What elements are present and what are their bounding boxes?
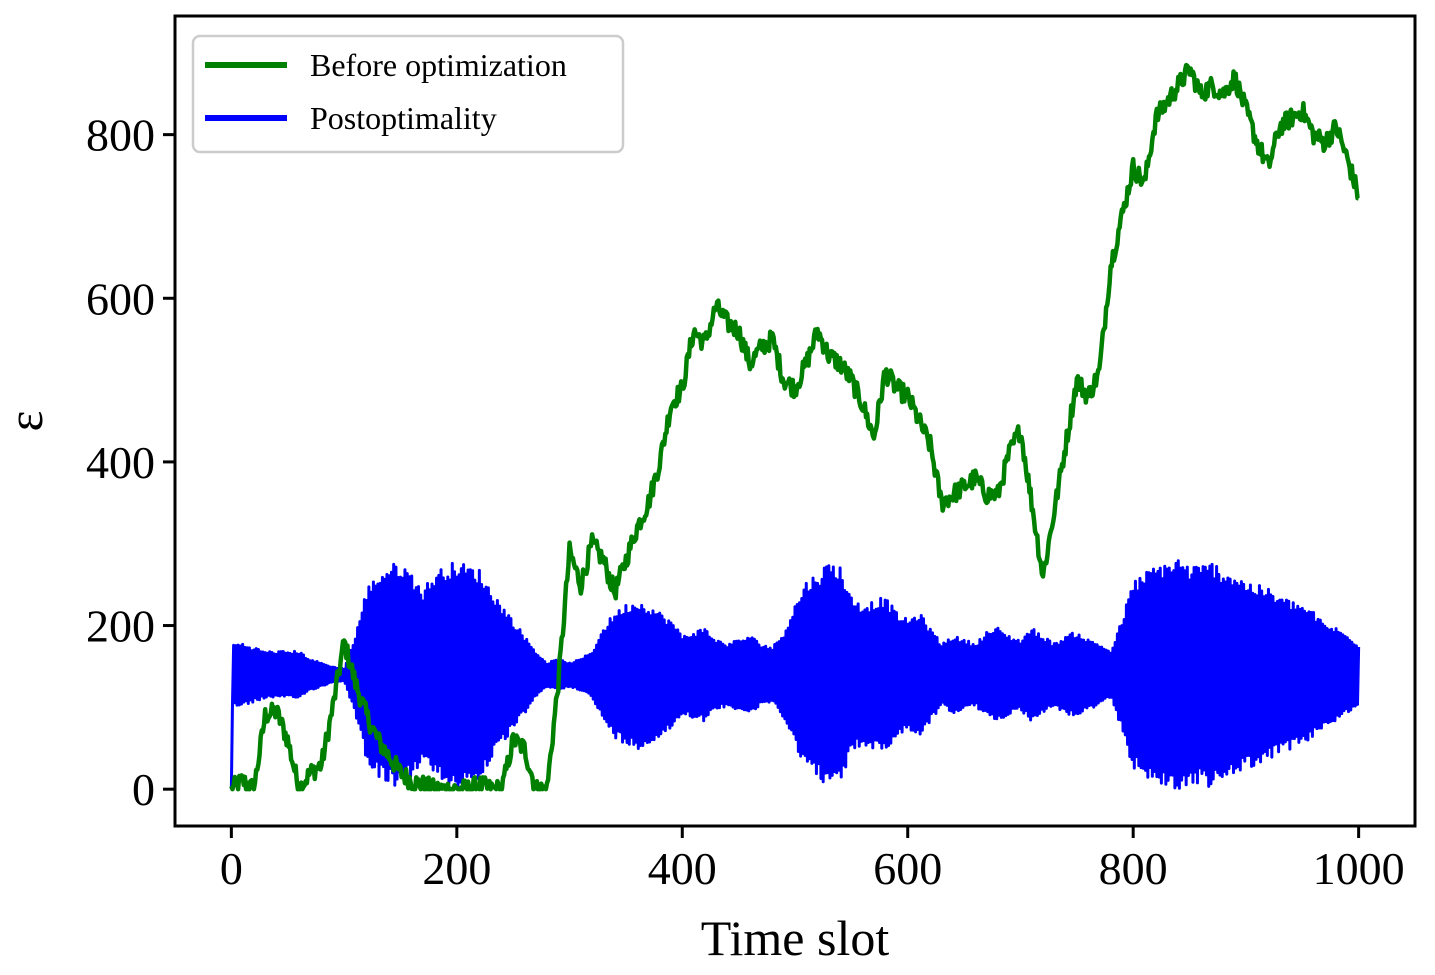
plot-frame <box>173 14 1417 828</box>
x-axis-title: Time slot <box>701 910 890 966</box>
series-line-postoptimality <box>229 559 1361 790</box>
y-axis: 0 200 400 600 800 <box>86 110 175 815</box>
series-layer <box>229 62 1361 792</box>
x-tick-label-0: 0 <box>220 843 243 894</box>
y-tick-label-800: 800 <box>86 110 155 161</box>
series-line-before-optimization <box>229 62 1360 792</box>
x-axis: 0 200 400 600 800 1000 <box>220 826 1405 894</box>
x-tick-label-200: 200 <box>422 843 491 894</box>
legend-box <box>191 34 625 154</box>
x-tick-label-1000: 1000 <box>1313 843 1405 894</box>
legend-label-postoptimality: Postoptimality <box>310 100 497 136</box>
y-tick-label-400: 400 <box>86 437 155 488</box>
y-tick-label-600: 600 <box>86 273 155 324</box>
x-tick-label-400: 400 <box>648 843 717 894</box>
y-tick-label-200: 200 <box>86 601 155 652</box>
y-tick-label-0: 0 <box>132 764 155 815</box>
x-tick-label-800: 800 <box>1099 843 1168 894</box>
legend: Before optimization Postoptimality <box>191 34 625 154</box>
y-axis-title: ε <box>0 411 53 432</box>
legend-label-before-optimization: Before optimization <box>310 47 567 83</box>
x-tick-label-600: 600 <box>873 843 942 894</box>
